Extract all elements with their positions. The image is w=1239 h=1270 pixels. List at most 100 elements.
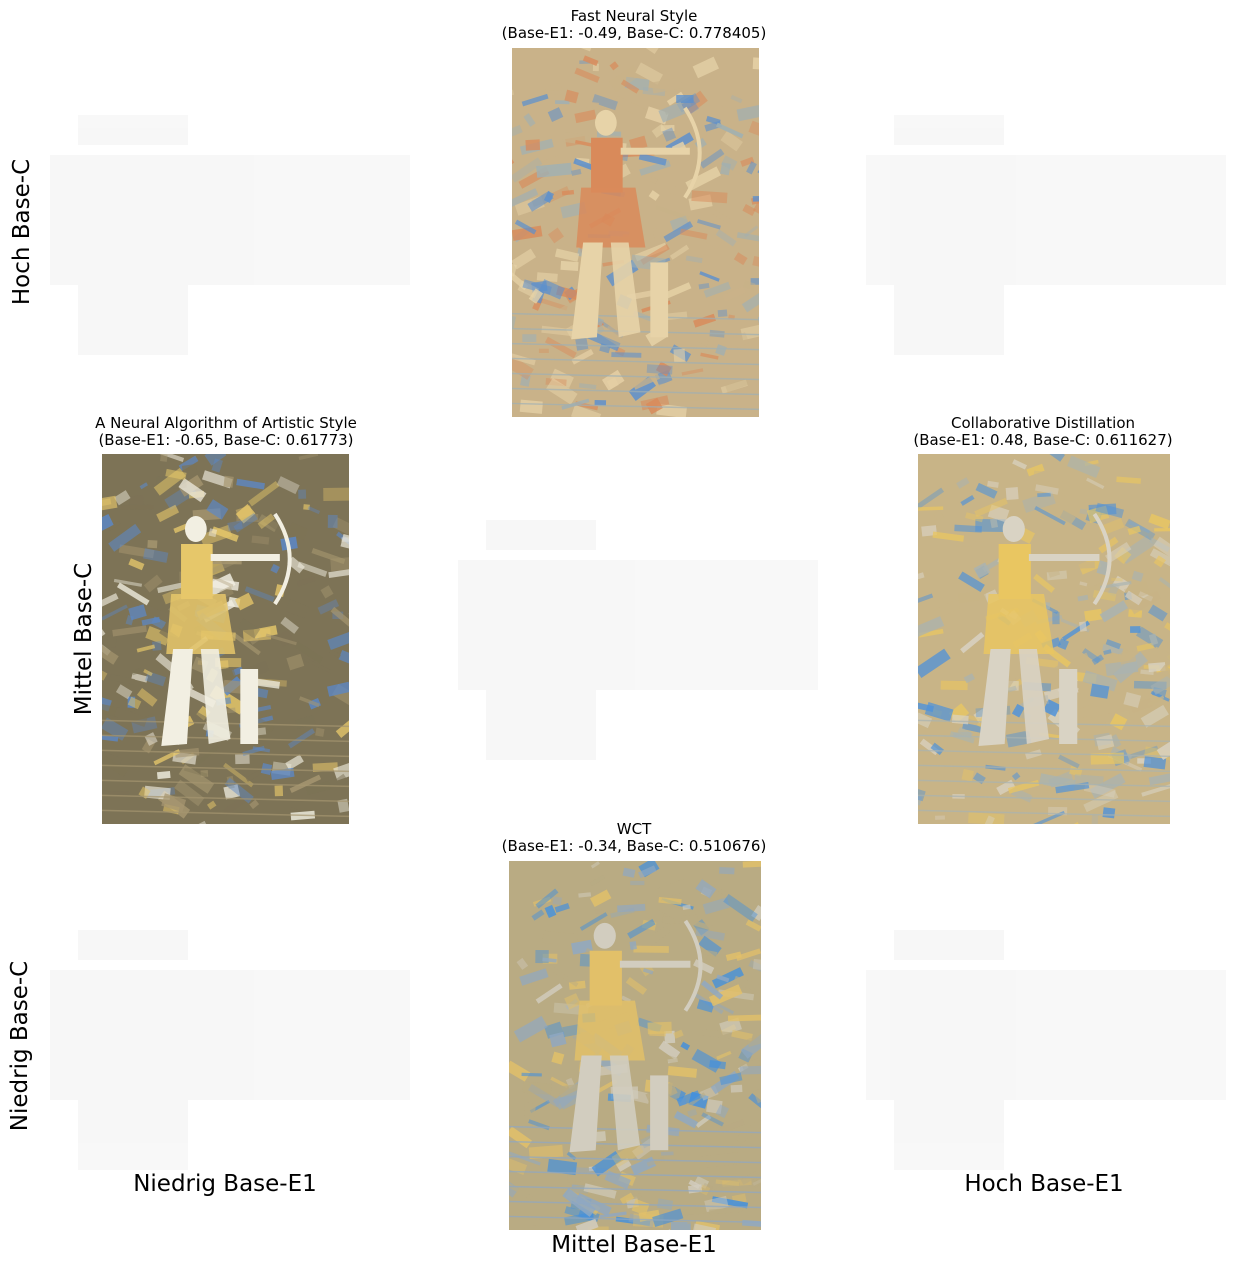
brush-stroke	[918, 783, 926, 802]
dancer-figure	[569, 919, 703, 1153]
brush-stroke	[730, 94, 743, 104]
brush-stroke	[1033, 470, 1051, 482]
brush-stroke	[956, 477, 970, 489]
brush-stroke	[733, 252, 748, 266]
brush-stroke	[594, 909, 604, 915]
figure-part	[983, 594, 1055, 654]
brush-stroke	[638, 153, 667, 166]
brush-stroke	[1123, 691, 1142, 708]
brush-stroke	[516, 957, 529, 970]
brush-stroke	[707, 207, 734, 225]
brush-stroke	[695, 928, 726, 941]
brush-stroke	[538, 348, 549, 354]
brush-stroke	[716, 1050, 732, 1060]
brush-stroke	[646, 1156, 666, 1167]
y-label-mid-c: Mittel Base-C	[71, 562, 97, 716]
brush-stroke	[233, 513, 258, 533]
brush-stroke	[697, 219, 721, 230]
brush-stroke	[141, 738, 156, 754]
brush-stroke	[574, 109, 597, 124]
brush-stroke	[125, 614, 135, 626]
brush-stroke	[1075, 561, 1095, 569]
brush-stroke	[1077, 594, 1089, 602]
brush-stroke	[235, 754, 250, 765]
brush-stroke	[307, 506, 321, 515]
figure-part	[574, 1000, 646, 1061]
brush-stroke	[1100, 581, 1132, 590]
brush-stroke	[1095, 734, 1115, 751]
brush-stroke	[635, 62, 663, 85]
brush-stroke	[736, 103, 759, 122]
brush-stroke	[656, 1198, 674, 1211]
brush-stroke	[102, 593, 119, 611]
brush-stroke	[1095, 502, 1125, 519]
brush-stroke	[575, 1218, 599, 1230]
brush-stroke	[1150, 669, 1170, 695]
brush-stroke	[955, 539, 992, 548]
brush-stroke	[1159, 664, 1170, 689]
brush-stroke	[207, 800, 217, 810]
brush-stroke	[1005, 487, 1019, 500]
brush-stroke	[299, 696, 320, 708]
brush-stroke	[340, 533, 349, 551]
brush-stroke	[739, 1065, 761, 1075]
title-line-1: Collaborative Distillation	[951, 414, 1135, 432]
figure-part	[593, 922, 616, 949]
brush-stroke	[740, 322, 759, 341]
brush-stroke	[1011, 703, 1025, 718]
dancer-figure	[161, 512, 292, 746]
figure-part	[619, 960, 691, 968]
figure-part	[576, 187, 646, 248]
brush-stroke	[1083, 782, 1116, 798]
brush-stroke	[1105, 639, 1122, 650]
brush-stroke	[1057, 638, 1069, 650]
brush-stroke	[564, 993, 582, 1010]
brush-stroke	[695, 1114, 712, 1128]
brush-stroke	[332, 517, 349, 538]
brush-stroke	[725, 951, 742, 962]
brush-stroke	[679, 228, 708, 240]
brush-stroke	[128, 558, 145, 571]
brush-stroke	[661, 282, 692, 301]
brush-stroke	[1035, 484, 1059, 495]
brush-stroke	[748, 1093, 761, 1114]
brush-stroke	[752, 200, 759, 215]
floor-line	[102, 764, 349, 773]
brush-stroke	[1090, 711, 1119, 725]
floor-line	[918, 809, 1170, 818]
brush-stroke	[667, 1066, 698, 1078]
brush-stroke	[731, 1029, 753, 1041]
brush-stroke	[549, 1031, 567, 1048]
brush-stroke	[287, 522, 309, 541]
brush-stroke	[509, 1158, 528, 1176]
brush-stroke	[630, 1156, 657, 1176]
brush-stroke	[1133, 680, 1167, 690]
brush-stroke	[334, 773, 349, 788]
brush-stroke	[578, 383, 597, 390]
brush-stroke	[717, 309, 728, 318]
brush-stroke	[311, 548, 346, 565]
brush-stroke	[1052, 611, 1060, 625]
brush-stroke	[285, 754, 304, 771]
brush-stroke	[1110, 734, 1122, 748]
brush-stroke	[673, 1111, 699, 1129]
brush-stroke	[711, 1196, 749, 1209]
brush-stroke	[987, 480, 999, 488]
brush-stroke	[270, 767, 295, 780]
brush-stroke	[329, 649, 341, 659]
brush-stroke	[601, 369, 625, 391]
brush-stroke	[522, 334, 537, 342]
brush-stroke	[536, 162, 573, 178]
brush-stroke	[208, 528, 218, 538]
brush-stroke	[719, 1072, 743, 1086]
brush-stroke	[1079, 702, 1099, 718]
brush-stroke	[199, 524, 233, 547]
brush-stroke	[655, 361, 672, 377]
brush-stroke	[705, 115, 721, 126]
brush-stroke	[236, 478, 265, 490]
brush-stroke	[561, 189, 575, 196]
brush-stroke	[521, 1072, 542, 1077]
brush-stroke	[648, 1224, 660, 1230]
brush-stroke	[1042, 699, 1061, 717]
brush-stroke	[714, 1002, 735, 1015]
